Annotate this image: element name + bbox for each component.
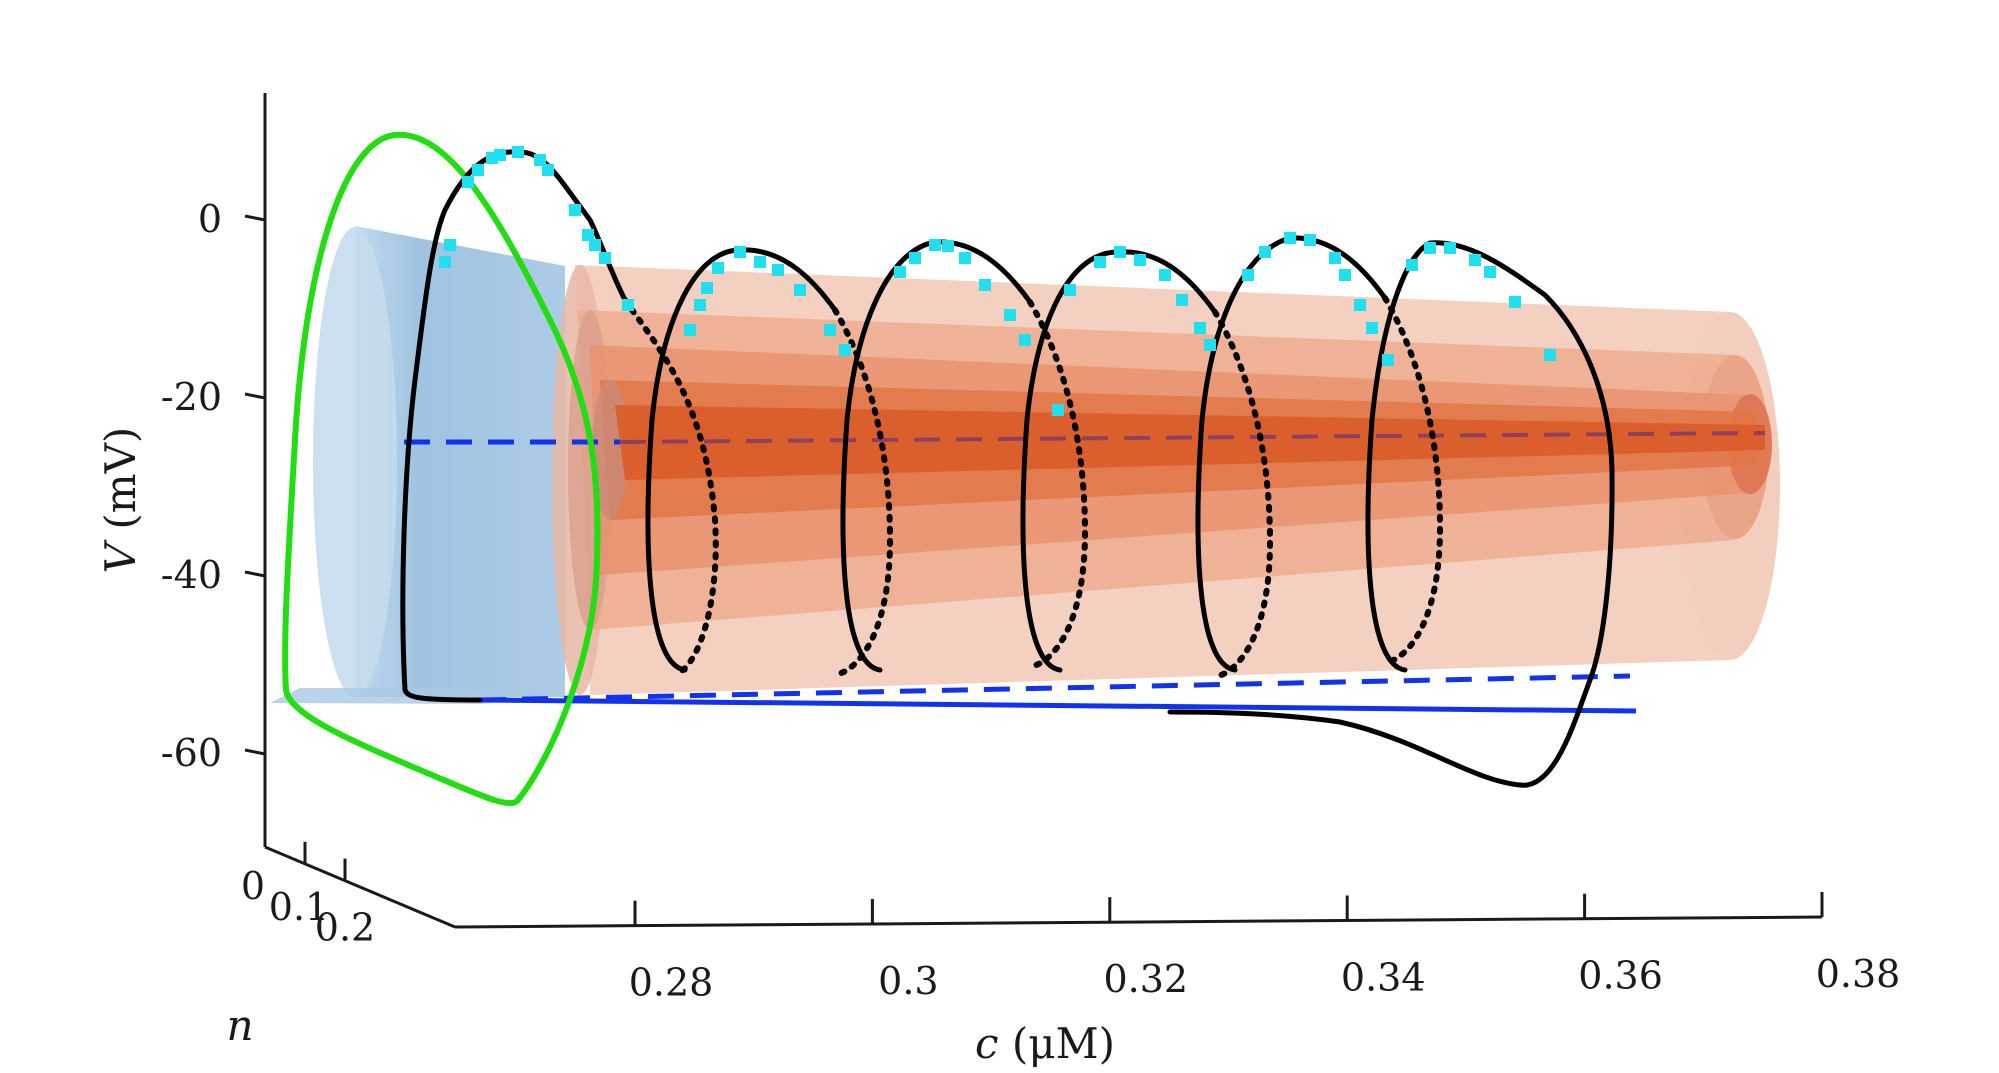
highlight-marker bbox=[894, 266, 906, 278]
z-tick-mark bbox=[244, 214, 266, 222]
z-axis-ticks: 0 -20 -40 -60 bbox=[161, 197, 266, 775]
highlight-marker bbox=[599, 252, 611, 264]
highlight-marker bbox=[979, 279, 991, 291]
highlight-marker bbox=[1134, 254, 1146, 266]
highlight-marker bbox=[772, 264, 784, 276]
highlight-marker bbox=[1004, 309, 1016, 321]
highlight-marker bbox=[942, 240, 954, 252]
stable-equilibrium-branch bbox=[479, 697, 1637, 714]
orange-tube-layer-5 bbox=[615, 405, 1765, 480]
highlight-marker bbox=[1176, 294, 1188, 306]
z-tick-label: -40 bbox=[161, 553, 222, 597]
highlight-marker bbox=[1052, 404, 1064, 416]
y-axis-label: n bbox=[226, 1001, 253, 1050]
highlight-marker bbox=[1304, 234, 1316, 246]
highlight-marker bbox=[794, 284, 806, 296]
trajectory-dotted bbox=[622, 295, 1444, 680]
highlight-marker bbox=[1019, 334, 1031, 346]
highlight-marker bbox=[1509, 296, 1521, 308]
z-tick-mark bbox=[244, 748, 266, 756]
highlight-marker bbox=[734, 246, 746, 258]
trajectory-highlight-markers bbox=[439, 146, 1556, 416]
highlight-marker bbox=[1469, 254, 1481, 266]
z-tick-mark bbox=[244, 392, 266, 400]
z-tick-mark bbox=[244, 570, 266, 578]
highlight-marker bbox=[1064, 284, 1076, 296]
highlight-marker bbox=[1159, 269, 1171, 281]
highlight-marker bbox=[684, 324, 696, 336]
highlight-marker bbox=[909, 252, 921, 264]
highlight-marker bbox=[1354, 299, 1366, 311]
z-axis-label: V (mV) bbox=[96, 427, 145, 574]
highlight-marker bbox=[1242, 269, 1254, 281]
highlight-marker bbox=[1329, 252, 1341, 264]
highlight-marker bbox=[439, 256, 451, 268]
highlight-marker bbox=[622, 299, 634, 311]
highlight-marker bbox=[712, 262, 724, 274]
highlight-marker bbox=[569, 204, 581, 216]
highlight-marker bbox=[589, 239, 601, 251]
x-axis-line bbox=[454, 915, 1823, 929]
y-tick-label: 0.2 bbox=[315, 906, 375, 950]
highlight-marker bbox=[1259, 246, 1271, 258]
highlight-marker bbox=[1339, 269, 1351, 281]
y-axis-line bbox=[264, 845, 456, 929]
blue-tube-body bbox=[355, 226, 565, 697]
highlight-marker bbox=[1284, 232, 1296, 244]
y-axis-ticks: 0 0.10.2 bbox=[241, 825, 375, 950]
highlight-marker bbox=[1484, 266, 1496, 278]
blue-tube-back-cap bbox=[313, 227, 397, 697]
highlight-marker bbox=[1094, 256, 1106, 268]
unstable-equilibrium-upper-orange bbox=[619, 431, 1766, 444]
y-tick-label: 0.1 bbox=[269, 885, 329, 929]
highlight-marker bbox=[542, 164, 554, 176]
highlight-marker bbox=[824, 324, 836, 336]
highlight-marker bbox=[472, 164, 484, 176]
z-tick-label: -60 bbox=[161, 731, 222, 775]
curves-group bbox=[282, 131, 1766, 807]
highlight-marker bbox=[1444, 242, 1456, 254]
highlight-marker bbox=[1424, 242, 1436, 254]
x-tick-label: 0.36 bbox=[1578, 954, 1663, 998]
highlight-marker bbox=[754, 256, 766, 268]
highlight-marker bbox=[1544, 349, 1556, 361]
x-tick-label: 0.34 bbox=[1341, 955, 1426, 999]
trajectory-solid bbox=[400, 149, 1615, 788]
highlight-marker bbox=[444, 239, 456, 251]
z-tick-label: -20 bbox=[161, 375, 222, 419]
highlight-marker bbox=[534, 154, 546, 166]
periodic-orbit-green bbox=[282, 131, 601, 807]
highlight-marker bbox=[494, 149, 506, 161]
tubes-group bbox=[270, 226, 1780, 704]
x-tick-label: 0.3 bbox=[878, 959, 938, 1003]
highlight-marker bbox=[1406, 259, 1418, 271]
highlight-marker bbox=[1382, 354, 1394, 366]
highlight-marker bbox=[929, 239, 941, 251]
highlight-marker bbox=[959, 252, 971, 264]
axes-group: 0-20-40-60 0 0.10.2 0.28 0.3 0.32 0.34 0.36 0.… bbox=[161, 93, 1901, 1005]
axis-labels: V (mV) c (μM) n bbox=[96, 427, 1115, 1068]
highlight-marker bbox=[582, 229, 594, 241]
highlight-marker bbox=[701, 282, 713, 294]
unstable-equilibrium-lower bbox=[479, 673, 1631, 703]
x-tick-label: 0.38 bbox=[1816, 952, 1901, 996]
x-tick-label: 0.28 bbox=[629, 961, 714, 1005]
highlight-marker bbox=[694, 299, 706, 311]
x-axis-ticks: 0.28 0.3 0.32 0.34 0.36 0.38 bbox=[629, 892, 1901, 1005]
highlight-marker bbox=[839, 344, 851, 356]
highlight-marker bbox=[512, 146, 524, 158]
y-tick-label: 0 bbox=[241, 864, 265, 908]
highlight-marker bbox=[1114, 246, 1126, 258]
highlight-marker bbox=[1366, 322, 1378, 334]
highlight-marker bbox=[1194, 322, 1206, 334]
highlight-marker bbox=[462, 176, 474, 188]
x-tick-label: 0.32 bbox=[1103, 957, 1188, 1001]
x-axis-label: c (μM) bbox=[975, 1019, 1115, 1068]
z-tick-label: 0 bbox=[198, 197, 222, 241]
highlight-marker bbox=[1204, 339, 1216, 351]
